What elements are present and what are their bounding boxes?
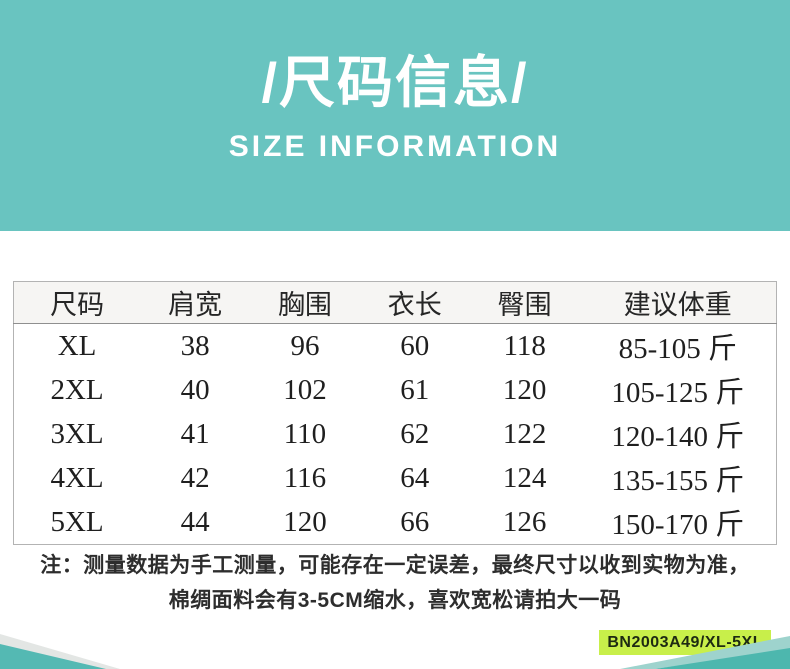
cell-size: XL xyxy=(57,329,97,362)
cell-length: 60 xyxy=(400,329,430,362)
cell-shoulder: 40 xyxy=(180,373,210,406)
cell-weight: 105-125 斤 xyxy=(611,377,745,409)
note-line-2: 棉绸面料会有3-5CM缩水，喜欢宽松请拍大一码 xyxy=(168,589,622,612)
table-row: 3XL 41 110 62 122 120-140 斤 xyxy=(14,412,777,456)
column-header-chest: 胸围 xyxy=(277,290,332,320)
cell-hip: 126 xyxy=(502,505,547,538)
table-row: 5XL 44 120 66 126 150-170 斤 xyxy=(14,500,777,545)
cell-weight: 85-105 斤 xyxy=(618,333,737,365)
product-code-badge: BN2003A49/XL-5XL xyxy=(599,630,771,655)
cell-hip: 124 xyxy=(502,461,547,494)
cell-shoulder: 41 xyxy=(180,417,210,450)
column-header-length: 衣长 xyxy=(387,290,442,320)
cell-shoulder: 44 xyxy=(180,505,210,538)
cell-length: 66 xyxy=(400,505,430,538)
cell-hip: 120 xyxy=(502,373,547,406)
cell-length: 62 xyxy=(400,417,430,450)
cell-hip: 122 xyxy=(502,417,547,450)
cell-chest: 110 xyxy=(283,417,327,450)
cell-chest: 102 xyxy=(283,373,327,406)
cell-size: 5XL xyxy=(50,505,104,538)
cell-size: 4XL xyxy=(50,461,104,494)
cell-shoulder: 38 xyxy=(180,329,210,362)
cell-chest: 116 xyxy=(283,461,327,494)
table-row: 4XL 42 116 64 124 135-155 斤 xyxy=(14,456,777,500)
banner-title: /尺码信息/ xyxy=(261,51,529,114)
cell-length: 64 xyxy=(400,461,430,494)
size-table: 尺码 肩宽 胸围 衣长 臀围 建议体重 XL 38 96 60 118 85-1… xyxy=(13,281,777,545)
cell-chest: 120 xyxy=(283,505,327,538)
cell-weight: 135-155 斤 xyxy=(611,465,745,497)
column-header-shoulder: 肩宽 xyxy=(168,290,223,320)
note-line-1: 注：测量数据为手工测量，可能存在一定误差，最终尺寸以收到实物为准， xyxy=(40,554,750,577)
banner-subtitle: SIZE INFORMATION xyxy=(228,130,562,163)
cell-hip: 118 xyxy=(503,329,546,362)
measurement-note: 注：测量数据为手工测量，可能存在一定误差，最终尺寸以收到实物为准， 棉绸面料会有… xyxy=(0,548,790,618)
cell-weight: 120-140 斤 xyxy=(611,421,745,453)
cell-length: 61 xyxy=(400,373,430,406)
table-row: 2XL 40 102 61 120 105-125 斤 xyxy=(14,368,777,412)
column-header-size: 尺码 xyxy=(50,290,105,320)
cell-shoulder: 42 xyxy=(180,461,210,494)
cell-weight: 150-170 斤 xyxy=(611,509,745,541)
cell-size: 2XL xyxy=(50,373,104,406)
size-table-header-row: 尺码 肩宽 胸围 衣长 臀围 建议体重 xyxy=(13,281,777,324)
banner: /尺码信息/ SIZE INFORMATION xyxy=(0,0,790,231)
table-row: XL 38 96 60 118 85-105 斤 xyxy=(14,324,777,369)
cell-chest: 96 xyxy=(290,329,320,362)
column-header-hip: 臀围 xyxy=(497,290,552,320)
column-header-weight: 建议体重 xyxy=(623,290,732,320)
cell-size: 3XL xyxy=(50,417,104,450)
